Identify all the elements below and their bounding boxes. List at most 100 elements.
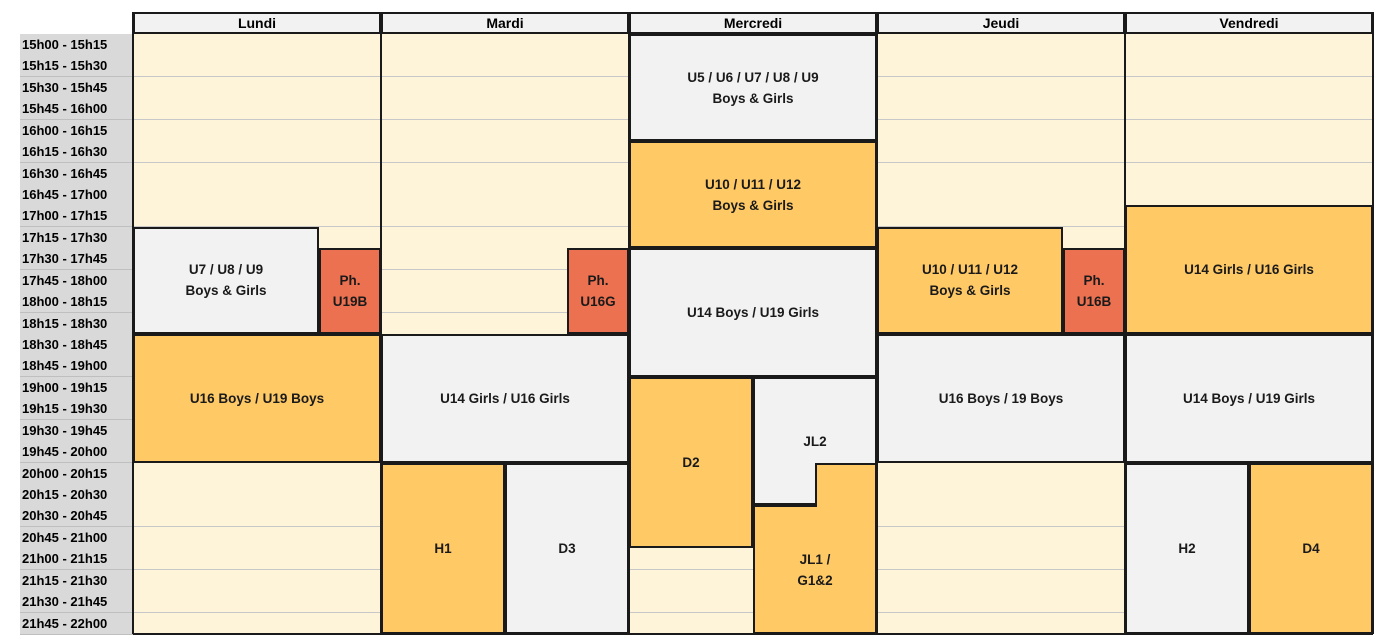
cell-label: U10 / U11 / U12 Boys & Girls [704, 176, 802, 213]
time-slot-label: 20h00 - 20h15 [20, 462, 133, 485]
cell-label: 17h15 - 17h30 [22, 229, 108, 245]
time-slot-label: 19h00 - 19h15 [20, 376, 133, 399]
cell-label: Ph. U16B [1076, 273, 1112, 310]
empty-slot [381, 76, 629, 99]
day-header-mardi: Mardi [381, 12, 629, 34]
cell-label: H2 [1178, 540, 1196, 556]
day-header-jeudi: Jeudi [877, 12, 1125, 34]
cell-label: Vendredi [1219, 15, 1279, 31]
session-block-lundi-u7-u9[interactable]: U7 / U8 / U9 Boys & Girls [133, 226, 319, 334]
cell-label: Mercredi [723, 15, 783, 31]
empty-slot [877, 34, 1125, 56]
empty-slot [1125, 98, 1373, 121]
empty-slot [877, 612, 1125, 635]
cell-label: 19h30 - 19h45 [22, 422, 108, 438]
session-block-vendredi-d4[interactable]: D4 [1249, 462, 1373, 635]
session-block-jeudi-u10-u12[interactable]: U10 / U11 / U12 Boys & Girls [877, 226, 1063, 334]
time-slot-label: 15h00 - 15h15 [20, 34, 133, 56]
session-block-mardi-u14-u16-girls[interactable]: U14 Girls / U16 Girls [381, 334, 629, 463]
column-divider [380, 12, 382, 635]
empty-slot [381, 34, 629, 56]
cell-label: 18h15 - 18h30 [22, 315, 108, 331]
session-block-lundi-u16-u19-boys[interactable]: U16 Boys / U19 Boys [133, 334, 381, 463]
cell-label: JL1 / G1&2 [797, 551, 833, 588]
day-header-vendredi: Vendredi [1125, 12, 1373, 34]
cell-label: Jeudi [982, 15, 1020, 31]
time-slot-label: 17h30 - 17h45 [20, 248, 133, 271]
cell-label: 20h30 - 20h45 [22, 508, 108, 524]
cell-label: 20h15 - 20h30 [22, 486, 108, 502]
session-block-mardi-d3[interactable]: D3 [505, 462, 629, 635]
time-slot-label: 20h15 - 20h30 [20, 484, 133, 506]
session-block-lundi-ph-u19b[interactable]: Ph. U19B [319, 248, 381, 335]
cell-label: 21h30 - 21h45 [22, 594, 108, 610]
empty-slot [133, 591, 381, 614]
cell-label: 19h45 - 20h00 [22, 444, 108, 460]
cell-label: U5 / U6 / U7 / U8 / U9 Boys & Girls [687, 69, 819, 106]
cell-label: U16 Boys / 19 Boys [938, 390, 1064, 406]
empty-slot [877, 505, 1125, 528]
cell-label: U14 Boys / U19 Girls [686, 305, 820, 321]
empty-slot [133, 569, 381, 592]
cell-label: 15h45 - 16h00 [22, 101, 108, 117]
session-block-jeudi-ph-u16b[interactable]: Ph. U16B [1063, 248, 1125, 335]
empty-slot [1125, 76, 1373, 99]
cell-label: 16h15 - 16h30 [22, 144, 108, 160]
time-slot-label: 18h45 - 19h00 [20, 355, 133, 378]
session-block-mercredi-jl1-g12[interactable]: JL1 / G1&2 [753, 505, 877, 635]
session-block-mercredi-d2[interactable]: D2 [629, 376, 753, 549]
time-slot-label: 17h45 - 18h00 [20, 269, 133, 292]
session-block-vendredi-u14-u16-girls[interactable]: U14 Girls / U16 Girls [1125, 205, 1373, 335]
time-slot-label: 20h45 - 21h00 [20, 526, 133, 549]
column-divider [628, 12, 630, 635]
cell-label: U14 Girls / U16 Girls [440, 390, 570, 406]
empty-slot [381, 205, 629, 228]
time-slot-label: 16h45 - 17h00 [20, 184, 133, 206]
empty-slot [133, 119, 381, 142]
session-block-mercredi-u14b-u19g[interactable]: U14 Boys / U19 Girls [629, 248, 877, 377]
empty-slot [877, 98, 1125, 121]
time-slot-label: 16h15 - 16h30 [20, 141, 133, 164]
time-slot-label: 16h30 - 16h45 [20, 162, 133, 185]
empty-slot [877, 526, 1125, 549]
column-divider [132, 12, 134, 635]
cell-label: 16h45 - 17h00 [22, 186, 108, 202]
time-slot-label: 19h15 - 19h30 [20, 398, 133, 421]
session-block-jeudi-u16-19-boys[interactable]: U16 Boys / 19 Boys [877, 334, 1125, 463]
empty-slot [133, 141, 381, 164]
session-block-mercredi-u10-u12[interactable]: U10 / U11 / U12 Boys & Girls [629, 141, 877, 249]
time-slot-label: 16h00 - 16h15 [20, 119, 133, 142]
column-divider [1124, 12, 1126, 635]
cell-label: JL2 [803, 433, 827, 449]
session-block-mercredi-u5-u9[interactable]: U5 / U6 / U7 / U8 / U9 Boys & Girls [629, 34, 877, 142]
cell-label: 15h30 - 15h45 [22, 79, 108, 95]
empty-slot [133, 76, 381, 99]
cell-label: U14 Girls / U16 Girls [1184, 262, 1314, 278]
cell-label: D2 [682, 455, 700, 471]
cell-label: Mardi [486, 15, 524, 31]
empty-slot [877, 484, 1125, 506]
empty-slot [877, 119, 1125, 142]
session-block-jl1-g12-extension[interactable] [815, 462, 877, 508]
session-block-mardi-ph-u16g[interactable]: Ph. U16G [567, 248, 629, 335]
time-slot-label: 18h00 - 18h15 [20, 291, 133, 314]
empty-slot [877, 184, 1125, 206]
cell-label: 21h00 - 21h15 [22, 551, 108, 567]
session-block-vendredi-u14b-u19g[interactable]: U14 Boys / U19 Girls [1125, 334, 1373, 463]
cell-label: 17h30 - 17h45 [22, 251, 108, 267]
cell-label: 16h30 - 16h45 [22, 165, 108, 181]
time-slot-label: 21h30 - 21h45 [20, 591, 133, 614]
empty-slot [133, 484, 381, 506]
empty-slot [877, 591, 1125, 614]
cell-label: 15h00 - 15h15 [22, 36, 108, 52]
time-slot-label: 15h30 - 15h45 [20, 76, 133, 99]
session-block-mardi-h1[interactable]: H1 [381, 462, 505, 635]
empty-slot [133, 462, 381, 485]
empty-slot [133, 526, 381, 549]
empty-slot [381, 162, 629, 185]
empty-slot [877, 141, 1125, 164]
empty-slot [877, 548, 1125, 571]
cell-label: D4 [1302, 540, 1320, 556]
session-block-vendredi-h2[interactable]: H2 [1125, 462, 1249, 635]
time-slot-label: 18h15 - 18h30 [20, 312, 133, 335]
